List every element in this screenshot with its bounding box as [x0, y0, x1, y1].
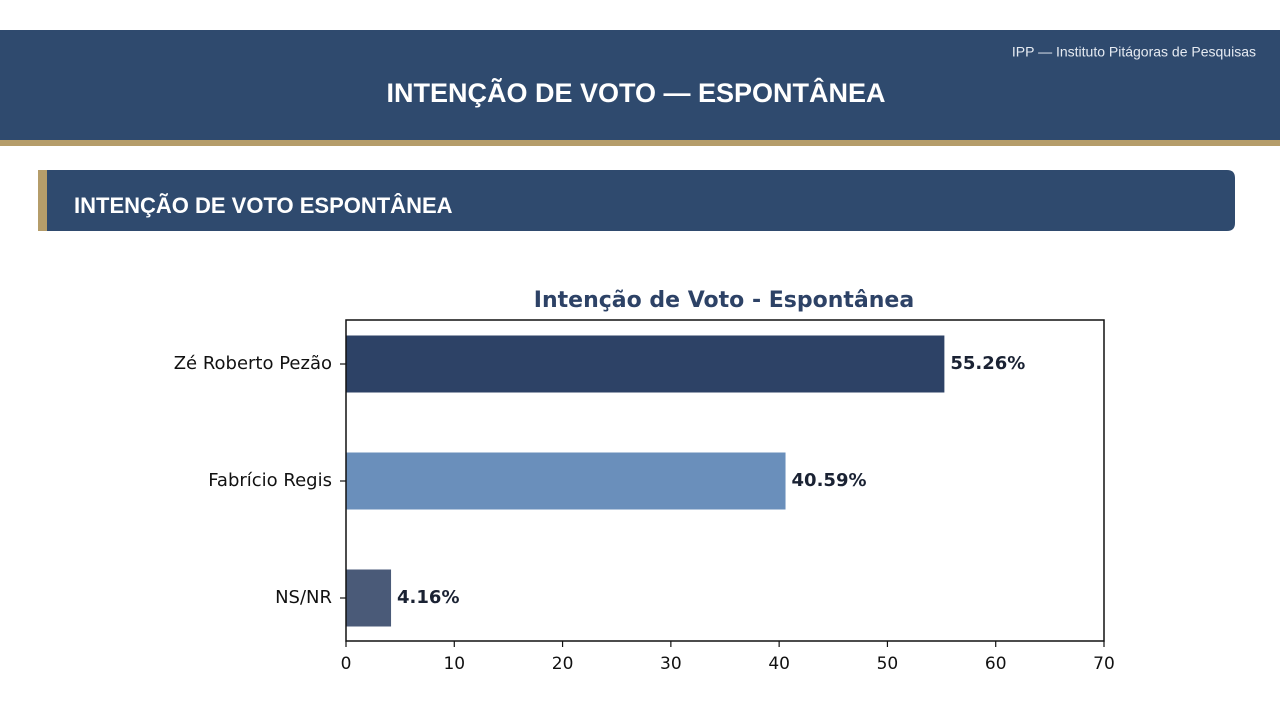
x-tick-label: 30: [660, 654, 682, 674]
header-band: [0, 30, 1280, 140]
y-tick-label: NS/NR: [275, 587, 332, 608]
bar: [346, 569, 392, 627]
value-label: 40.59%: [792, 470, 867, 491]
plot-frame: [345, 319, 1105, 642]
bar: [346, 335, 945, 393]
x-tick-label: 60: [985, 654, 1007, 674]
section-title: INTENÇÃO DE VOTO ESPONTÂNEA: [74, 193, 453, 218]
source: IPP — Instituto Pitágoras de Pesquisas: [1012, 44, 1256, 60]
section-bar: [38, 170, 1235, 231]
header-stripe: [0, 140, 1280, 146]
x-tick-label: 10: [443, 654, 465, 674]
header-title: INTENÇÃO DE VOTO — ESPONTÂNEA: [386, 77, 885, 108]
y-tick-label: Fabrício Regis: [208, 470, 332, 491]
value-label: 55.26%: [950, 353, 1025, 374]
value-label: 4.16%: [397, 587, 459, 608]
x-tick-label: 40: [768, 654, 790, 674]
x-tick-label: 70: [1093, 654, 1115, 674]
plot: 0 10 20 30 40 50 60 70 Zé Roberto Pezão 55.26% Fab…: [174, 335, 1115, 674]
y-tick-label: Zé Roberto Pezão: [174, 353, 332, 374]
x-tick-label: 50: [877, 654, 899, 674]
x-tick-label: 0: [341, 654, 352, 674]
section-accent: [38, 170, 47, 231]
chart-title: Intenção de Voto - Espontânea: [534, 288, 914, 313]
bar: [346, 452, 786, 510]
x-tick-label: 20: [552, 654, 574, 674]
